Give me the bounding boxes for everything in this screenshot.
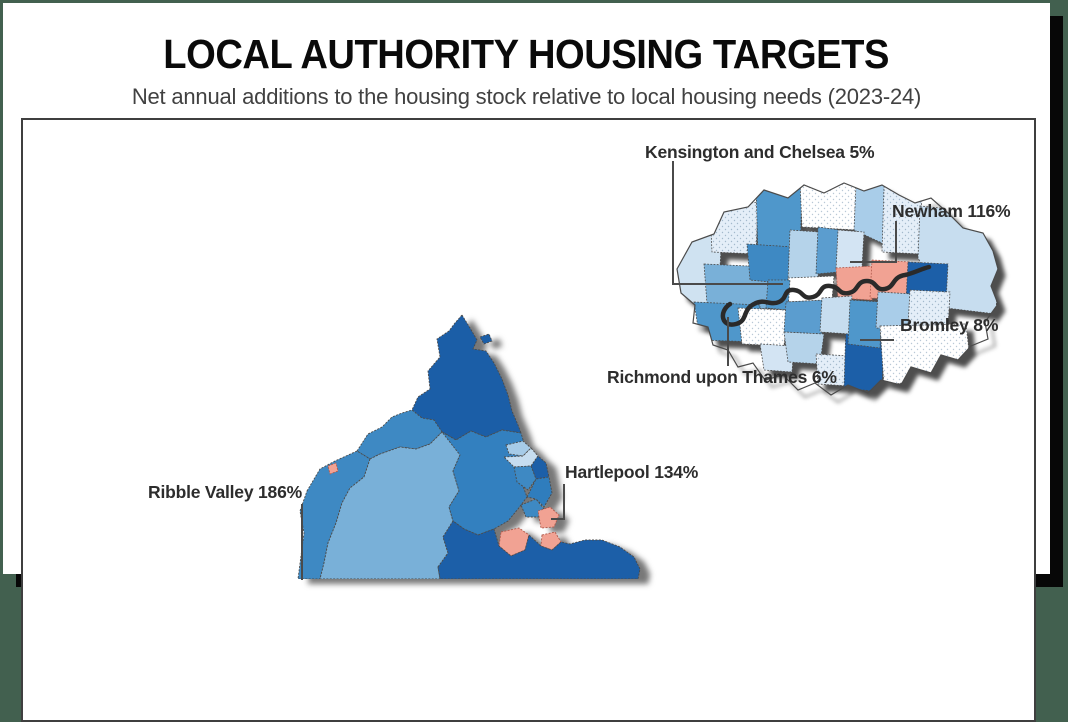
annotation-ribble-valley: Ribble Valley 186% <box>148 482 302 503</box>
annotation-kensington-label: Kensington and Chelsea 5% <box>645 142 875 162</box>
leader-richmond-vertical <box>727 317 729 366</box>
borough-redbridge <box>881 186 923 255</box>
annotation-newham-label: Newham 116% <box>892 201 1011 221</box>
page-subtitle: Net annual additions to the housing stoc… <box>131 84 922 109</box>
leader-ribble-valley-vertical <box>301 504 303 580</box>
annotation-hartlepool: Hartlepool 134% <box>565 462 698 483</box>
leader-kensington-horizontal <box>672 283 783 285</box>
region-hartlepool <box>537 506 560 529</box>
leader-bromley-horizontal <box>860 339 894 341</box>
annotation-richmond-upon-thames: Richmond upon Thames 6% <box>607 367 837 388</box>
leader-newham-vertical <box>895 221 897 263</box>
borough-hackney <box>835 229 865 271</box>
borough-westminster-kc <box>785 275 835 303</box>
annotation-ribble-valley-label: Ribble Valley 186% <box>148 482 302 502</box>
region-eden-westmorland <box>319 431 461 579</box>
region-carlisle-dot <box>327 462 339 475</box>
region-coast-islet <box>479 333 493 345</box>
borough-lambeth <box>819 295 853 335</box>
london-choropleth-map <box>676 182 999 396</box>
annotation-bromley: Bromley 8% <box>900 315 998 336</box>
thames-river <box>720 264 932 327</box>
leader-newham-horizontal <box>850 261 897 263</box>
borough-lewisham <box>847 299 883 349</box>
london-outline <box>676 182 999 396</box>
header: LOCAL AUTHORITY HOUSING TARGETS Net annu… <box>3 3 1050 110</box>
region-tyneside-light <box>505 440 532 457</box>
annotation-newham: Newham 116% <box>892 201 1011 222</box>
annotation-richmond-label: Richmond upon Thames 6% <box>607 367 837 387</box>
leader-hartlepool-vertical <box>563 484 565 520</box>
region-sunderland <box>513 465 537 491</box>
map-panel: Kensington and Chelsea 5% Newham 116% Br… <box>21 118 1036 722</box>
page-title: LOCAL AUTHORITY HOUSING TARGETS <box>163 31 890 77</box>
borough-wandsworth <box>783 299 825 335</box>
leader-hartlepool-horizontal <box>551 518 565 520</box>
infographic-card: LOCAL AUTHORITY HOUSING TARGETS Net annu… <box>3 3 1050 722</box>
borough-richmond <box>737 307 789 347</box>
annotation-bromley-label: Bromley 8% <box>900 315 999 335</box>
region-durham-coast <box>526 476 553 508</box>
borough-camden <box>787 229 821 281</box>
north-england-choropleth-map <box>297 314 641 579</box>
borough-bexley <box>907 289 951 329</box>
region-cumbria-north <box>356 409 443 460</box>
borough-merton <box>783 331 825 365</box>
annotation-kensington-and-chelsea: Kensington and Chelsea 5% <box>645 142 875 163</box>
region-north-yorkshire <box>437 520 641 579</box>
borough-kingston <box>759 343 795 373</box>
leader-kensington-vertical <box>672 161 674 285</box>
borough-brent <box>746 243 795 285</box>
borough-enfield <box>799 183 859 231</box>
annotation-hartlepool-label: Hartlepool 134% <box>565 462 699 482</box>
